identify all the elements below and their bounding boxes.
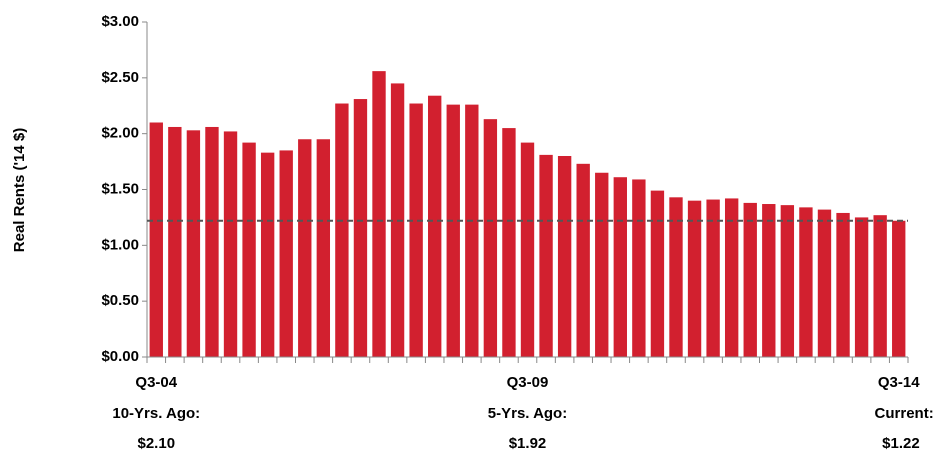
y-tick-label: $3.00	[101, 13, 139, 30]
bar	[613, 177, 627, 357]
bar	[780, 205, 795, 357]
bar	[186, 130, 201, 357]
bar	[892, 220, 906, 357]
y-tick-label: $2.00	[101, 125, 139, 142]
x-tick-label: Q3-09	[507, 374, 549, 391]
y-tick-label: $0.00	[101, 348, 139, 365]
bar	[205, 126, 219, 357]
bar	[316, 139, 331, 357]
bar	[799, 207, 813, 357]
bar	[372, 71, 386, 357]
bar	[335, 103, 349, 358]
bar	[446, 104, 460, 357]
bar	[242, 142, 256, 357]
bar	[149, 122, 163, 357]
y-tick-label: $0.50	[101, 292, 139, 309]
annotation-title: 10-Yrs. Ago:	[112, 405, 200, 422]
annotation-title: 5-Yrs. Ago:	[488, 405, 567, 422]
bar	[706, 199, 720, 357]
bar	[520, 142, 535, 357]
annotation-title: Current:	[875, 405, 934, 422]
bar	[724, 198, 739, 357]
bar	[260, 152, 275, 357]
bar	[557, 156, 572, 357]
x-tick-label: Q3-04	[135, 374, 177, 391]
bar	[743, 202, 757, 357]
bar	[632, 179, 646, 357]
y-tick-label: $2.50	[101, 69, 139, 86]
bar	[687, 200, 702, 357]
bar	[465, 104, 479, 357]
bar	[650, 190, 665, 357]
bar	[854, 217, 869, 357]
y-tick-label: $1.00	[101, 236, 139, 253]
bar	[409, 103, 423, 358]
bar	[223, 131, 238, 357]
bar	[836, 212, 850, 357]
bar	[279, 150, 293, 357]
bar	[762, 204, 776, 357]
bar	[168, 126, 182, 357]
y-axis-label: Real Rents ('14 $)	[11, 128, 28, 252]
bar	[353, 99, 368, 358]
bar	[539, 154, 553, 357]
bar	[502, 128, 516, 357]
annotation-value: $1.92	[509, 435, 547, 452]
bar	[428, 95, 442, 357]
bar	[669, 197, 683, 357]
bar	[873, 215, 887, 357]
bar	[576, 163, 590, 357]
annotation-value: $1.22	[882, 435, 920, 452]
y-tick-label: $1.50	[101, 180, 139, 197]
bar	[298, 139, 312, 357]
x-tick-label: Q3-14	[878, 374, 920, 391]
bar	[595, 172, 609, 357]
bar	[483, 119, 498, 358]
bar	[817, 209, 832, 357]
annotation-value: $2.10	[138, 435, 176, 452]
